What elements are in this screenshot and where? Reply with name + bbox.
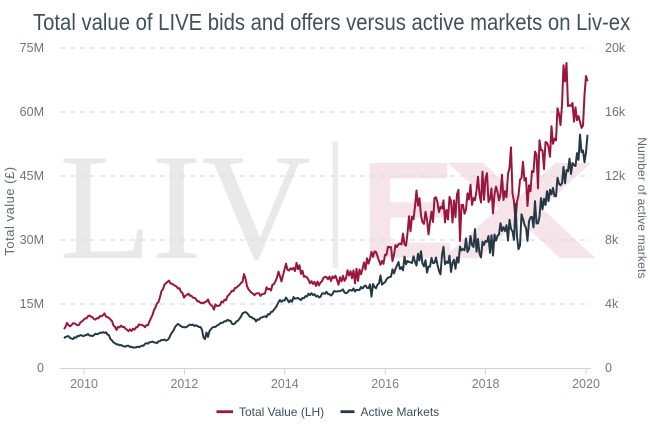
svg-text:Active Markets: Active Markets (361, 405, 440, 419)
svg-text:Total Value (LH): Total Value (LH) (239, 405, 324, 419)
svg-text:2018: 2018 (472, 377, 500, 391)
svg-text:Number of active markets: Number of active markets (635, 137, 649, 279)
svg-text:12k: 12k (605, 169, 626, 183)
svg-text:2016: 2016 (371, 377, 399, 391)
svg-text:X: X (441, 133, 597, 287)
svg-text:45M: 45M (20, 169, 44, 183)
svg-text:0: 0 (605, 361, 612, 375)
svg-text:75M: 75M (20, 41, 44, 55)
svg-text:15M: 15M (20, 297, 44, 311)
svg-text:60M: 60M (20, 105, 44, 119)
svg-text:Total value (£): Total value (£) (2, 166, 17, 255)
svg-text:8k: 8k (605, 233, 619, 247)
svg-text:LIV: LIV (59, 123, 311, 291)
svg-text:20k: 20k (605, 41, 626, 55)
svg-text:2014: 2014 (271, 377, 299, 391)
svg-text:30M: 30M (20, 233, 44, 247)
svg-text:16k: 16k (605, 105, 626, 119)
svg-text:2020: 2020 (572, 377, 600, 391)
svg-text:4k: 4k (605, 297, 619, 311)
svg-text:0: 0 (37, 361, 44, 375)
svg-text:2010: 2010 (70, 377, 98, 391)
svg-text:2012: 2012 (170, 377, 198, 391)
